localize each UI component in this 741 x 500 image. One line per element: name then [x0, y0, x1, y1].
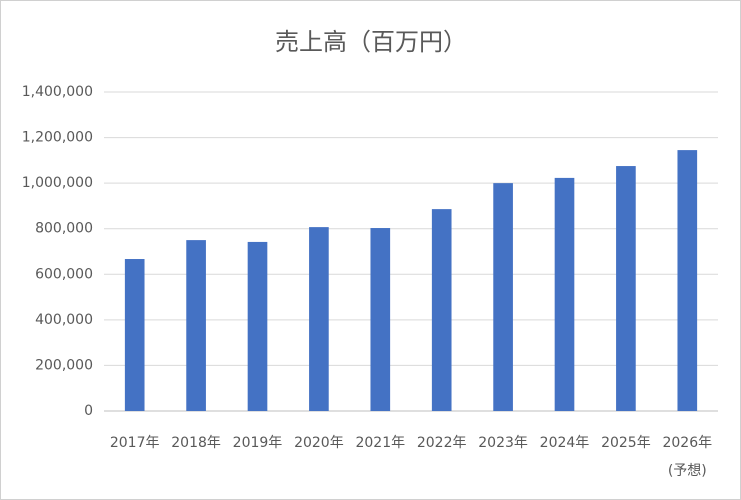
x-tick-label: 2017年 — [109, 435, 160, 451]
bar — [616, 166, 636, 411]
x-tick-label: 2024年 — [539, 435, 590, 451]
y-tick-label: 400,000 — [35, 312, 93, 328]
x-tick-label: 2026年 (予想) — [662, 435, 713, 479]
bar — [370, 228, 391, 411]
y-tick-label: 1,000,000 — [22, 175, 93, 191]
bar — [431, 209, 452, 411]
x-tick-label: 2025年 — [601, 435, 651, 451]
bar — [554, 177, 575, 411]
bar — [124, 259, 145, 411]
bar — [677, 150, 698, 411]
x-tick-label: 2020年 — [294, 435, 344, 451]
x-tick-label: 2023年 — [478, 435, 528, 451]
bar — [309, 227, 329, 411]
y-tick-label: 200,000 — [35, 357, 93, 373]
y-tick-label: 0 — [84, 403, 93, 419]
x-tick-label: 2022年 — [416, 435, 467, 451]
y-tick-label: 800,000 — [35, 221, 93, 237]
x-tick-label: 2021年 — [355, 435, 406, 451]
chart-title: 売上高（百万円） — [275, 28, 467, 56]
y-tick-label: 600,000 — [35, 266, 93, 282]
bar — [247, 241, 268, 411]
bar — [186, 240, 206, 411]
bar — [493, 183, 513, 411]
x-tick-label: 2019年 — [232, 435, 283, 451]
y-tick-label: 1,200,000 — [22, 130, 93, 146]
x-tick-label: 2018年 — [171, 435, 221, 451]
y-tick-label: 1,400,000 — [22, 84, 93, 100]
